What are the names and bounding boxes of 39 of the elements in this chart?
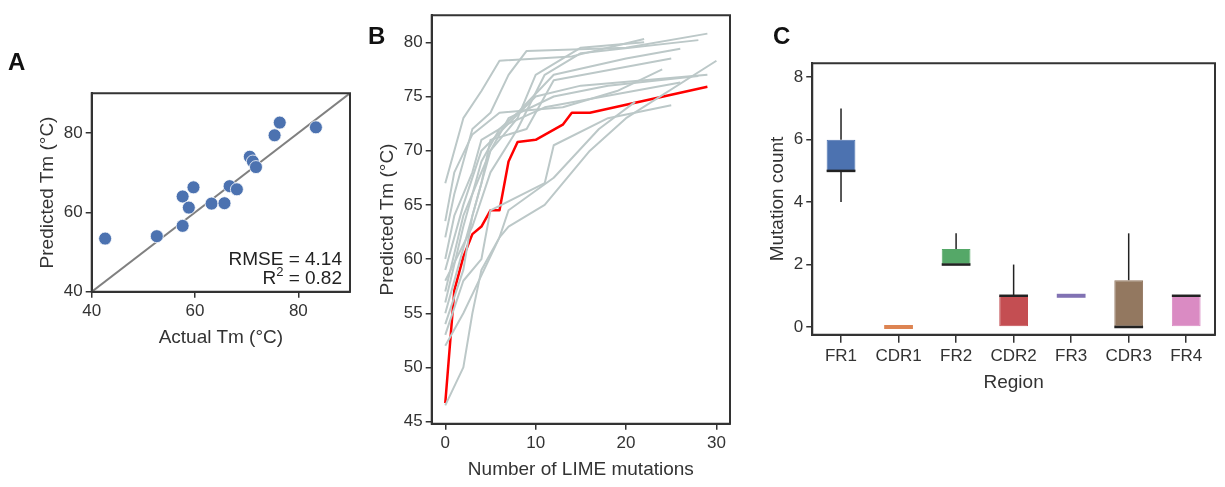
x-tick-label: 40 [82, 300, 102, 320]
y-tick-label: 2 [793, 254, 804, 274]
y-tick-label: 65 [403, 194, 423, 214]
y-axis-title: Predicted Tm (°C) [35, 116, 57, 269]
y-tick-label: 60 [403, 248, 423, 268]
x-tick-label: 80 [288, 300, 308, 320]
x-axis-title: Region [983, 370, 1044, 392]
y-tick-label: 0 [793, 316, 804, 336]
x-tick-label: FR1 [824, 345, 858, 365]
y-tick-label: 50 [403, 357, 423, 377]
x-tick-label: FR4 [1170, 345, 1203, 365]
x-tick-label: CDR3 [1105, 345, 1152, 365]
y-tick-label: 70 [403, 140, 423, 160]
x-tick-label: 0 [440, 432, 450, 452]
y-tick-label: 40 [63, 281, 83, 301]
chart-title: A [8, 48, 26, 76]
x-tick-label: 20 [616, 432, 636, 452]
x-tick-label: 30 [706, 432, 726, 452]
y-tick-label: 8 [793, 66, 804, 86]
y-tick-label: 80 [63, 122, 83, 142]
x-tick-label: CDR2 [990, 345, 1037, 365]
x-axis-title: Actual Tm (°C) [158, 325, 284, 347]
chart-title: C [773, 22, 791, 50]
x-axis-title: Number of LIME mutations [467, 457, 694, 479]
y-tick-label: 75 [403, 86, 423, 106]
y-tick-label: 45 [403, 411, 423, 431]
x-tick-label: FR2 [940, 345, 973, 365]
x-tick-label: FR3 [1055, 345, 1088, 365]
x-tick-label: CDR1 [875, 345, 922, 365]
x-tick-label: 60 [185, 300, 205, 320]
chart-title: B [368, 22, 386, 50]
y-tick-label: 60 [63, 202, 83, 222]
y-tick-label: 55 [403, 302, 423, 322]
y-tick-label: 80 [403, 31, 423, 51]
y-tick-label: 4 [793, 191, 804, 211]
y-axis-title: Predicted Tm (°C) [375, 143, 397, 296]
y-axis-title: Mutation count [765, 135, 787, 262]
y-tick-label: 6 [793, 129, 804, 149]
x-tick-label: 10 [526, 432, 546, 452]
